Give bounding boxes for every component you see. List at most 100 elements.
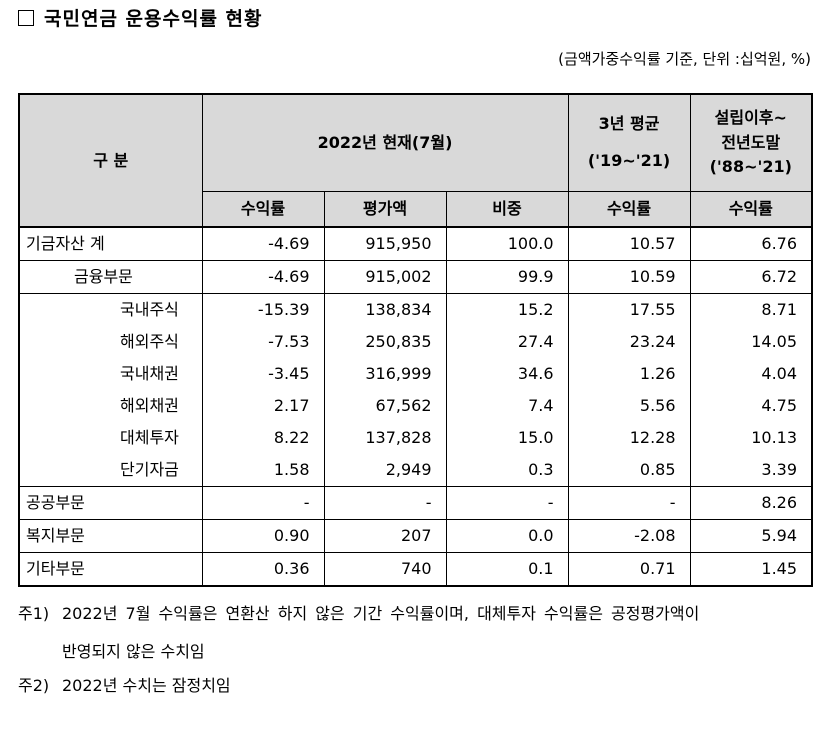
cell-return: 0.90 bbox=[202, 519, 325, 553]
cell-return: -4.69 bbox=[202, 227, 325, 261]
cell-3yr-return: 17.55 bbox=[568, 293, 691, 326]
table-row: 단기자금 1.58 2,949 0.3 0.85 3.39 bbox=[18, 454, 814, 487]
cell-since-return: 8.26 bbox=[690, 486, 814, 520]
header-since-line2: 전년도말 bbox=[721, 132, 781, 152]
row-label: 단기자금 bbox=[18, 454, 203, 487]
table-row: 해외채권 2.17 67,562 7.4 5.56 4.75 bbox=[18, 390, 814, 422]
cell-weight: 27.4 bbox=[446, 326, 569, 358]
cell-3yr-return: -2.08 bbox=[568, 519, 691, 553]
cell-value: 740 bbox=[324, 552, 447, 587]
table-row: 국내채권 -3.45 316,999 34.6 1.26 4.04 bbox=[18, 358, 814, 390]
footnote-2: 주2) 2022년 수치는 잠정치임 bbox=[18, 678, 231, 694]
header-category: 구 분 bbox=[18, 93, 203, 228]
header-3yr-avg-title: 3년 평균 bbox=[598, 114, 660, 134]
table-row: 해외주식 -7.53 250,835 27.4 23.24 14.05 bbox=[18, 326, 814, 358]
cell-return: - bbox=[202, 486, 325, 520]
subheader-weight: 비중 bbox=[446, 191, 569, 228]
cell-3yr-return: 12.28 bbox=[568, 422, 691, 454]
header-3yr-avg: 3년 평균 ('19~'21) bbox=[568, 93, 691, 192]
row-label: 대체투자 bbox=[18, 422, 203, 454]
footnote-1-continuation: 반영되지 않은 수치임 bbox=[62, 642, 205, 661]
cell-weight: - bbox=[446, 486, 569, 520]
cell-3yr-return: 10.57 bbox=[568, 227, 691, 261]
cell-return: 2.17 bbox=[202, 390, 325, 422]
table-row: 국내주식 -15.39 138,834 15.2 17.55 8.71 bbox=[18, 293, 814, 326]
cell-return: 1.58 bbox=[202, 454, 325, 487]
footnote-2-text: 2022년 수치는 잠정치임 bbox=[62, 676, 231, 695]
table-row: 복지부문 0.90 207 0.0 -2.08 5.94 bbox=[18, 519, 814, 553]
cell-return: -7.53 bbox=[202, 326, 325, 358]
unit-note: (금액가중수익률 기준, 단위 :십억원, %) bbox=[558, 50, 811, 68]
cell-3yr-return: 1.26 bbox=[568, 358, 691, 390]
cell-3yr-return: 10.59 bbox=[568, 260, 691, 294]
cell-return: -15.39 bbox=[202, 293, 325, 326]
cell-value: 207 bbox=[324, 519, 447, 553]
cell-value: 67,562 bbox=[324, 390, 447, 422]
cell-since-return: 1.45 bbox=[690, 552, 814, 587]
cell-value: 2,949 bbox=[324, 454, 447, 487]
cell-weight: 99.9 bbox=[446, 260, 569, 294]
cell-since-return: 3.39 bbox=[690, 454, 814, 487]
header-since-line3: ('88~'21) bbox=[709, 157, 792, 177]
subheader-return: 수익률 bbox=[202, 191, 325, 228]
cell-3yr-return: 23.24 bbox=[568, 326, 691, 358]
cell-since-return: 6.72 bbox=[690, 260, 814, 294]
row-label: 국내채권 bbox=[18, 358, 203, 390]
cell-value: 316,999 bbox=[324, 358, 447, 390]
cell-since-return: 6.76 bbox=[690, 227, 814, 261]
footnote-1: 주1) 2022년 7월 수익률은 연환산 하지 않은 기간 수익률이며, 대체투… bbox=[18, 604, 700, 660]
cell-3yr-return: - bbox=[568, 486, 691, 520]
header-since-line1: 설립이후~ bbox=[714, 107, 787, 127]
cell-value: 915,950 bbox=[324, 227, 447, 261]
title-text: 국민연금 운용수익률 현황 bbox=[44, 8, 263, 30]
header-3yr-avg-period: ('19~'21) bbox=[587, 151, 671, 170]
cell-value: 137,828 bbox=[324, 422, 447, 454]
footnote-1-text: 2022년 7월 수익률은 연환산 하지 않은 기간 수익률이며, 대체투자 수… bbox=[62, 604, 700, 623]
row-label: 공공부문 bbox=[18, 486, 203, 520]
header-current: 2022년 현재(7월) bbox=[202, 93, 569, 192]
cell-since-return: 14.05 bbox=[690, 326, 814, 358]
returns-table: 구 분 2022년 현재(7월) 3년 평균 ('19~'21) 설립이후~ 전… bbox=[18, 93, 814, 587]
subheader-3yr-return: 수익률 bbox=[568, 191, 691, 228]
cell-3yr-return: 0.85 bbox=[568, 454, 691, 487]
cell-weight: 15.2 bbox=[446, 293, 569, 326]
cell-value: - bbox=[324, 486, 447, 520]
cell-weight: 0.1 bbox=[446, 552, 569, 587]
table-row: 대체투자 8.22 137,828 15.0 12.28 10.13 bbox=[18, 422, 814, 454]
checkbox-icon bbox=[18, 9, 34, 26]
cell-since-return: 4.04 bbox=[690, 358, 814, 390]
cell-since-return: 8.71 bbox=[690, 293, 814, 326]
subheader-since-return: 수익률 bbox=[690, 191, 814, 228]
footnote-2-label: 주2) bbox=[18, 676, 50, 695]
table-row: 기타부문 0.36 740 0.1 0.71 1.45 bbox=[18, 552, 814, 587]
header-since-inception: 설립이후~ 전년도말 ('88~'21) bbox=[690, 93, 814, 192]
cell-3yr-return: 5.56 bbox=[568, 390, 691, 422]
cell-since-return: 5.94 bbox=[690, 519, 814, 553]
row-label: 복지부문 bbox=[18, 519, 203, 553]
row-label: 해외주식 bbox=[18, 326, 203, 358]
row-label: 금융부문 bbox=[18, 260, 203, 294]
cell-return: 0.36 bbox=[202, 552, 325, 587]
cell-weight: 0.3 bbox=[446, 454, 569, 487]
table-row: 금융부문 -4.69 915,002 99.9 10.59 6.72 bbox=[18, 260, 814, 294]
row-label: 기타부문 bbox=[18, 552, 203, 587]
cell-weight: 15.0 bbox=[446, 422, 569, 454]
cell-return: 8.22 bbox=[202, 422, 325, 454]
row-label: 해외채권 bbox=[18, 390, 203, 422]
cell-value: 138,834 bbox=[324, 293, 447, 326]
row-label: 기금자산 계 bbox=[18, 227, 203, 261]
footnotes: 주1) 2022년 7월 수익률은 연환산 하지 않은 기간 수익률이며, 대체투… bbox=[18, 604, 700, 694]
cell-since-return: 10.13 bbox=[690, 422, 814, 454]
subheader-value: 평가액 bbox=[324, 191, 447, 228]
cell-since-return: 4.75 bbox=[690, 390, 814, 422]
cell-value: 915,002 bbox=[324, 260, 447, 294]
cell-return: -4.69 bbox=[202, 260, 325, 294]
cell-weight: 100.0 bbox=[446, 227, 569, 261]
page-title: 국민연금 운용수익률 현황 bbox=[18, 4, 263, 31]
cell-weight: 7.4 bbox=[446, 390, 569, 422]
row-label: 국내주식 bbox=[18, 293, 203, 326]
cell-weight: 34.6 bbox=[446, 358, 569, 390]
footnote-1-label: 주1) bbox=[18, 604, 50, 623]
cell-return: -3.45 bbox=[202, 358, 325, 390]
cell-weight: 0.0 bbox=[446, 519, 569, 553]
